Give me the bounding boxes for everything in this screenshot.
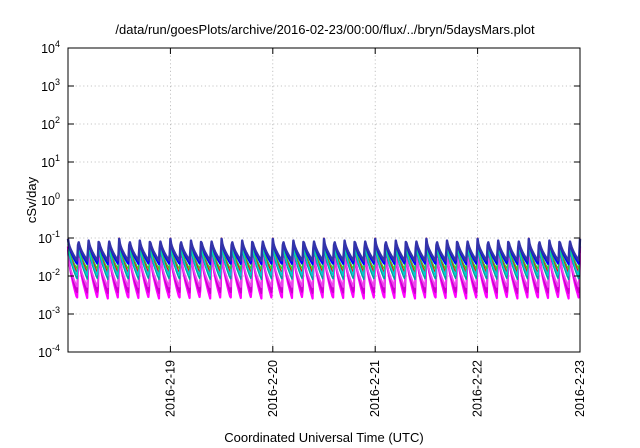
y-axis: 10-4 10-3 10-2 10-1 100 101 102 103 104 bbox=[38, 39, 580, 360]
x-tick-label: 2016-2-20 bbox=[266, 360, 280, 417]
x-tick-label: 2016-2-19 bbox=[163, 360, 177, 417]
y-tick-label: 10-4 bbox=[38, 343, 60, 360]
y-tick-label: 102 bbox=[41, 115, 60, 132]
series-group bbox=[66, 237, 582, 300]
y-tick-label: 104 bbox=[41, 39, 60, 56]
y-tick-label: 103 bbox=[41, 77, 60, 94]
y-axis-label: cSv/day bbox=[24, 176, 39, 223]
x-tick-label: 2016-2-22 bbox=[471, 360, 485, 417]
y-tick-label: 101 bbox=[41, 153, 60, 170]
y-tick-label: 10-3 bbox=[38, 305, 60, 322]
x-tick-label: 2016-2-21 bbox=[368, 360, 382, 417]
x-axis: 2016-2-19 2016-2-20 2016-2-21 2016-2-22 2016… bbox=[163, 48, 587, 417]
y-tick-label: 10-1 bbox=[38, 229, 60, 246]
series-line-8 bbox=[66, 237, 582, 262]
grid bbox=[68, 48, 580, 352]
x-axis-label: Coordinated Universal Time (UTC) bbox=[224, 430, 423, 445]
x-tick-label: 2016-2-23 bbox=[573, 360, 587, 417]
y-tick-label: 100 bbox=[41, 191, 60, 208]
y-tick-label: 10-2 bbox=[38, 267, 60, 284]
chart-title: /data/run/goesPlots/archive/2016-02-23/0… bbox=[115, 22, 535, 37]
